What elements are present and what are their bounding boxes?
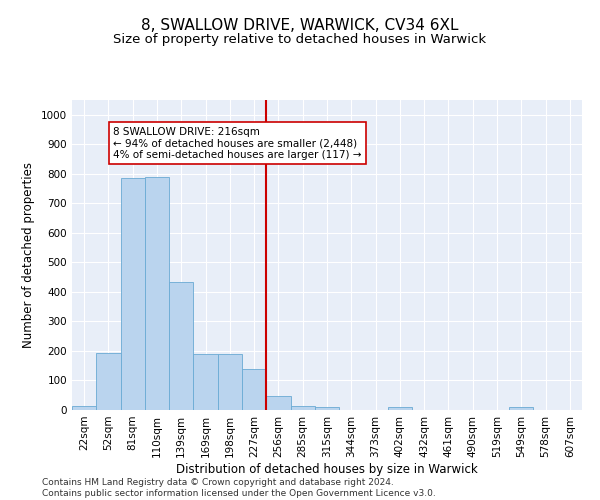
Bar [72,406,96,410]
Text: Size of property relative to detached houses in Warwick: Size of property relative to detached ho… [113,32,487,46]
Bar [193,354,218,410]
Text: 8, SWALLOW DRIVE, WARWICK, CV34 6XL: 8, SWALLOW DRIVE, WARWICK, CV34 6XL [141,18,459,32]
Bar [121,178,145,410]
Bar [169,282,193,410]
Bar [145,177,169,410]
Bar [96,353,121,410]
Bar [242,368,266,410]
Text: Contains HM Land Registry data © Crown copyright and database right 2024.
Contai: Contains HM Land Registry data © Crown c… [42,478,436,498]
Y-axis label: Number of detached properties: Number of detached properties [22,162,35,348]
Text: 8 SWALLOW DRIVE: 216sqm
← 94% of detached houses are smaller (2,448)
4% of semi-: 8 SWALLOW DRIVE: 216sqm ← 94% of detache… [113,126,362,160]
Bar [509,407,533,410]
Bar [315,407,339,410]
Bar [266,396,290,410]
Bar [290,406,315,410]
Bar [218,354,242,410]
Bar [388,407,412,410]
X-axis label: Distribution of detached houses by size in Warwick: Distribution of detached houses by size … [176,462,478,475]
